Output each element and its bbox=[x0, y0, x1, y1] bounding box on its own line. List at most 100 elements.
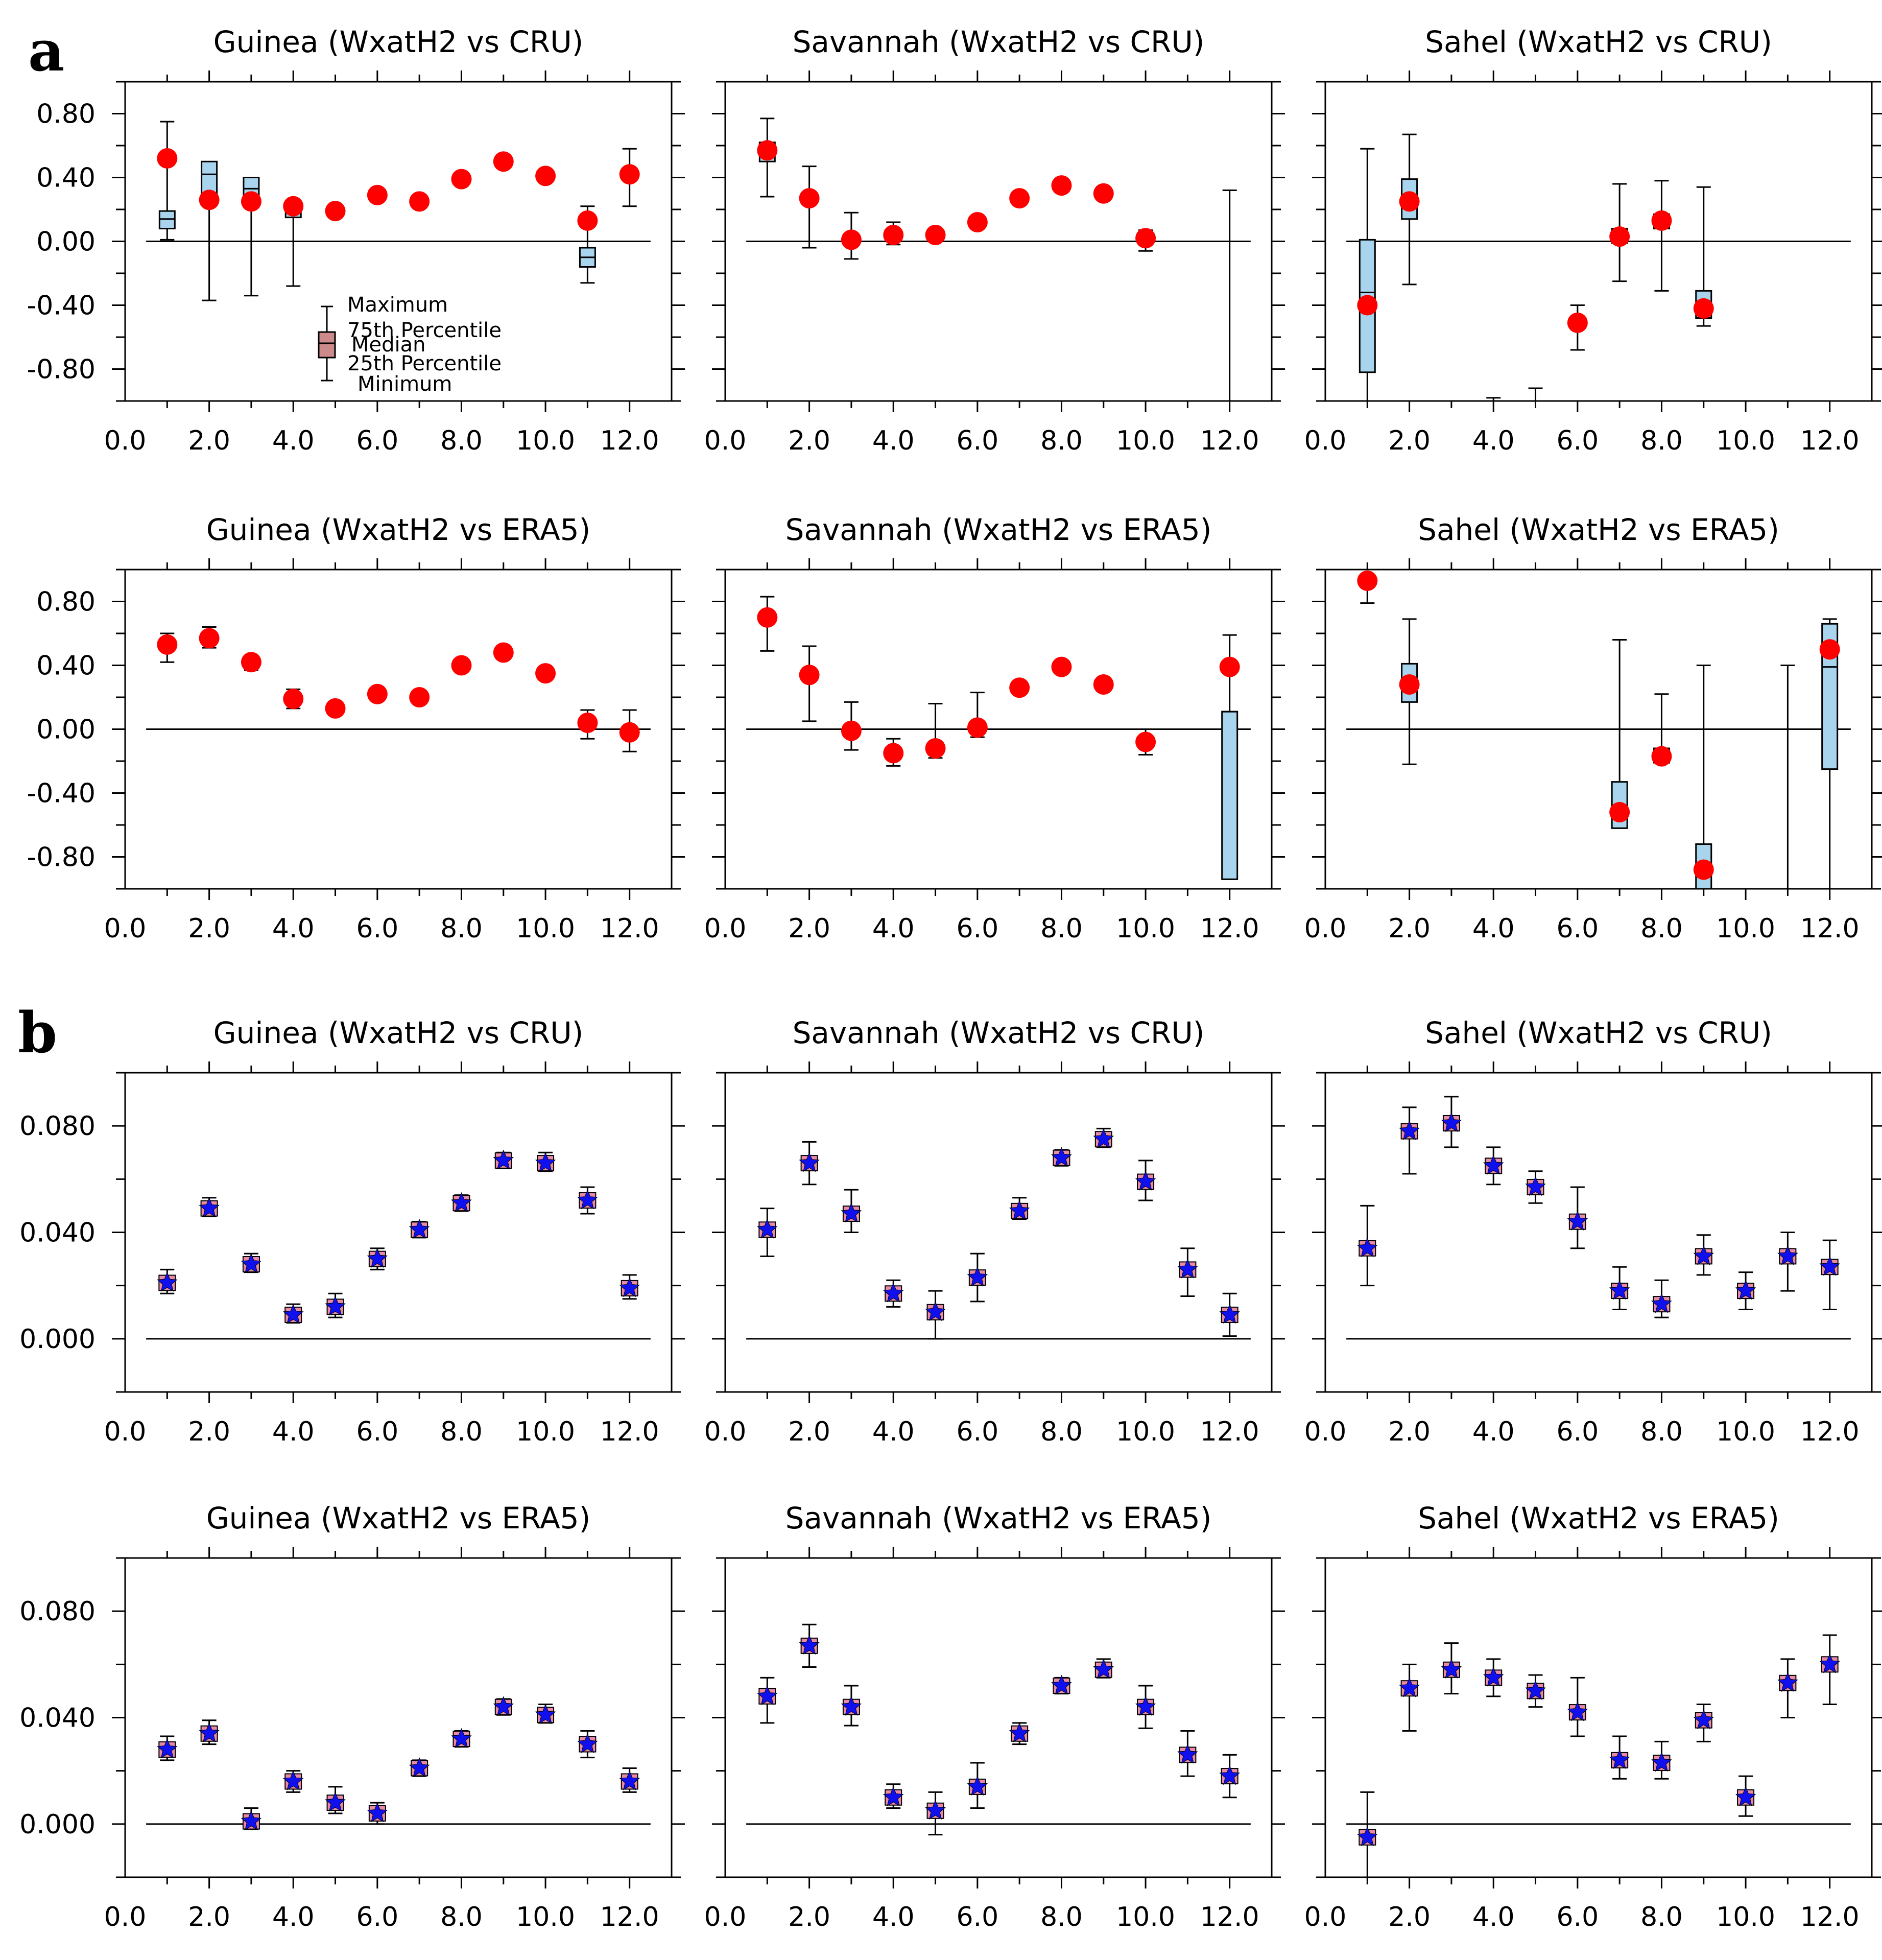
x-tick-label: 12.0 bbox=[600, 913, 659, 944]
x-tick-label: 4.0 bbox=[872, 1416, 915, 1447]
x-tick-label: 0.0 bbox=[704, 913, 747, 944]
x-tick-label: 8.0 bbox=[1040, 1902, 1083, 1932]
x-tick-label: 4.0 bbox=[272, 913, 315, 944]
star-marker bbox=[157, 1738, 178, 1759]
data-point bbox=[325, 698, 346, 719]
data-point bbox=[1357, 570, 1378, 591]
star-marker bbox=[1219, 1765, 1240, 1785]
data-point bbox=[577, 713, 598, 733]
star-marker bbox=[1693, 1245, 1714, 1265]
chart-title: Sahel (WxatH2 vs CRU) bbox=[1425, 1016, 1772, 1050]
star-marker bbox=[409, 1757, 430, 1777]
star-marker bbox=[535, 1704, 556, 1724]
star-marker bbox=[199, 1197, 220, 1217]
data-point bbox=[883, 225, 904, 245]
y-tick-label: 0.40 bbox=[36, 163, 96, 194]
plot-frame bbox=[124, 1072, 673, 1393]
star-marker bbox=[1525, 1680, 1546, 1700]
x-tick-label: 0.0 bbox=[1304, 426, 1347, 456]
star-marker bbox=[1135, 1696, 1156, 1716]
data-point bbox=[967, 717, 988, 738]
data-point bbox=[841, 720, 862, 741]
star-marker bbox=[325, 1295, 346, 1316]
data-point bbox=[157, 148, 178, 169]
data-point bbox=[283, 196, 304, 217]
star-marker bbox=[1609, 1749, 1630, 1769]
x-tick-label: 10.0 bbox=[1716, 1416, 1775, 1447]
legend-p25: 25th Percentile bbox=[347, 352, 502, 375]
data-point bbox=[241, 191, 261, 212]
star-marker bbox=[841, 1202, 862, 1223]
data-point bbox=[925, 225, 946, 245]
x-tick-label: 2.0 bbox=[188, 426, 230, 456]
star-marker bbox=[282, 1304, 304, 1324]
data-point bbox=[409, 191, 430, 212]
box bbox=[158, 210, 176, 229]
data-point bbox=[883, 743, 904, 764]
x-tick-label: 2.0 bbox=[1388, 1416, 1431, 1447]
x-tick-label: 0.0 bbox=[704, 426, 747, 456]
data-point bbox=[799, 665, 820, 686]
chart-panel-7: Guinea (WxatH2 vs CRU) 0.0 2.0 4.0 6.0 8.0 10.… bbox=[19, 1016, 685, 1447]
data-point bbox=[1135, 731, 1156, 752]
data-point bbox=[1051, 175, 1072, 196]
data-point bbox=[619, 722, 640, 743]
star-marker bbox=[451, 1192, 472, 1212]
star-marker bbox=[199, 1722, 220, 1742]
star-marker bbox=[367, 1802, 388, 1823]
x-tick-label: 6.0 bbox=[1556, 426, 1599, 456]
star-marker bbox=[1399, 1120, 1420, 1140]
star-marker bbox=[1693, 1709, 1714, 1729]
data-point bbox=[1009, 188, 1030, 209]
x-tick-label: 10.0 bbox=[1716, 913, 1775, 944]
star-marker bbox=[577, 1189, 598, 1210]
data-point bbox=[493, 151, 514, 172]
data-point bbox=[451, 169, 472, 190]
star-marker bbox=[1177, 1259, 1198, 1279]
x-tick-label: 4.0 bbox=[272, 1902, 315, 1932]
star-marker bbox=[1093, 1659, 1114, 1679]
star-marker bbox=[799, 1635, 820, 1655]
y-tick-label: 0.080 bbox=[19, 1111, 96, 1142]
legend-maximum: Maximum bbox=[347, 293, 448, 317]
data-point bbox=[535, 166, 556, 186]
y-tick-label: 0.40 bbox=[36, 651, 96, 681]
x-tick-label: 6.0 bbox=[1556, 913, 1599, 944]
data-point bbox=[925, 738, 946, 759]
data-point bbox=[199, 628, 220, 649]
star-marker bbox=[577, 1733, 598, 1753]
x-tick-label: 10.0 bbox=[516, 913, 575, 944]
star-marker bbox=[1777, 1245, 1798, 1265]
data-point bbox=[535, 663, 556, 684]
x-tick-label: 2.0 bbox=[788, 1902, 830, 1932]
star-marker bbox=[493, 1149, 514, 1170]
chart-title: Sahel (WxatH2 vs ERA5) bbox=[1418, 512, 1779, 547]
x-tick-label: 2.0 bbox=[188, 1416, 230, 1447]
x-tick-label: 8.0 bbox=[1040, 426, 1083, 456]
figure-label-a: a bbox=[28, 18, 64, 84]
data-point bbox=[967, 212, 988, 232]
data-point bbox=[451, 655, 472, 676]
data-point bbox=[1693, 859, 1714, 880]
x-tick-label: 0.0 bbox=[1304, 913, 1347, 944]
x-tick-label: 6.0 bbox=[356, 426, 398, 456]
chart-panel-3: Sahel (WxatH2 vs CRU) 0.0 2.0 4.0 6.0 8.0 10.0… bbox=[1304, 25, 1882, 456]
star-marker bbox=[1441, 1659, 1462, 1679]
star-marker bbox=[883, 1786, 904, 1806]
legend-minimum: Minimum bbox=[358, 372, 452, 396]
star-marker bbox=[1525, 1176, 1546, 1196]
y-tick-label: 0.040 bbox=[19, 1703, 96, 1734]
chart-title: Guinea (WxatH2 vs ERA5) bbox=[206, 512, 591, 547]
y-tick-label: -0.80 bbox=[27, 355, 96, 385]
star-marker bbox=[619, 1277, 640, 1297]
data-point bbox=[1051, 656, 1072, 677]
y-tick-label: 0.080 bbox=[19, 1596, 96, 1627]
data-point bbox=[1219, 656, 1240, 677]
y-tick-label: 0.000 bbox=[19, 1324, 96, 1355]
x-tick-label: 8.0 bbox=[1640, 426, 1683, 456]
data-point bbox=[619, 164, 640, 185]
x-tick-label: 2.0 bbox=[1388, 913, 1431, 944]
chart-panel-11: Savannah (WxatH2 vs ERA5) 0.0 2.0 4.0 6.0 8.0… bbox=[704, 1501, 1285, 1932]
star-marker bbox=[1777, 1672, 1798, 1692]
